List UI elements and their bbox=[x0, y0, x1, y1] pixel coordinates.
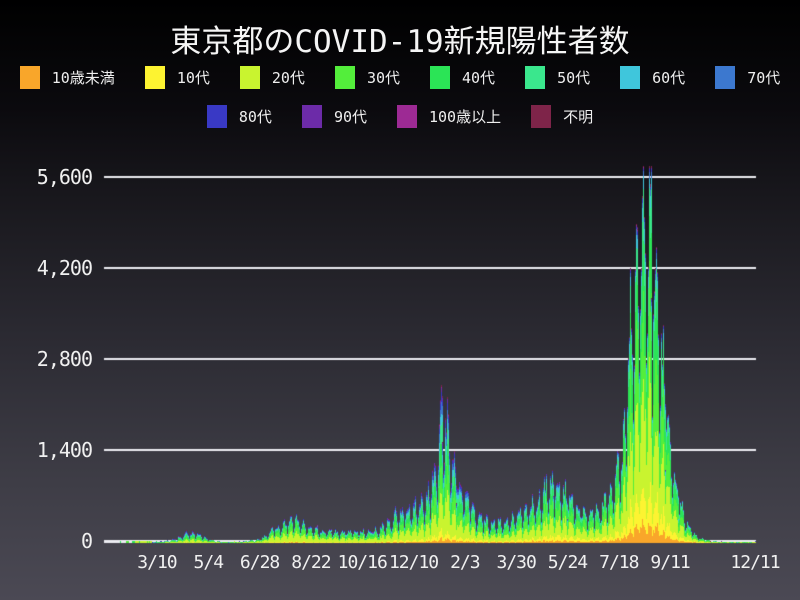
x-tick-label-2/3: 2/3 bbox=[450, 552, 480, 573]
y-tick-label-2800: 2,800 bbox=[36, 347, 93, 371]
x-tick-label-3/10: 3/10 bbox=[137, 552, 177, 573]
x-tick-label-5/4: 5/4 bbox=[193, 552, 224, 573]
x-tick-label-12/11: 12/11 bbox=[730, 552, 780, 573]
x-tick-label-9/11: 9/11 bbox=[650, 552, 690, 573]
x-tick-label-7/18: 7/18 bbox=[599, 552, 639, 573]
y-tick-label-0: 0 bbox=[80, 529, 93, 553]
x-tick-label-10/16: 10/16 bbox=[337, 552, 388, 573]
x-tick-label-3/30: 3/30 bbox=[496, 552, 536, 573]
x-tick-label-8/22: 8/22 bbox=[291, 552, 331, 573]
x-tick-label-6/28: 6/28 bbox=[239, 552, 280, 573]
y-tick-label-4200: 4,200 bbox=[36, 256, 93, 280]
y-tick-label-5600: 5,600 bbox=[36, 165, 93, 189]
x-tick-label-12/10: 12/10 bbox=[388, 552, 439, 573]
x-tick-label-5/24: 5/24 bbox=[547, 552, 588, 573]
y-tick-label-1400: 1,400 bbox=[36, 438, 93, 462]
